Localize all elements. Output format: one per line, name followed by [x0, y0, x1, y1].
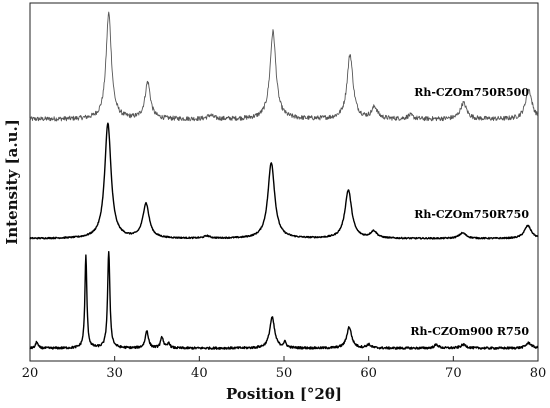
series-label-3: Rh-CZOm900 R750	[410, 325, 529, 338]
x-tick-label: 50	[276, 366, 293, 381]
x-tick-label: 60	[360, 366, 377, 381]
x-tick-label: 80	[530, 366, 547, 381]
series-line-2	[29, 122, 539, 240]
x-tick-label: 20	[22, 366, 39, 381]
series-labels: Rh-CZOm750R500 Rh-CZOm750R750 Rh-CZOm900 R…	[410, 86, 529, 338]
y-axis-title: Intensity [a.u.]	[3, 119, 21, 245]
x-axis-title: Position [°2θ]	[226, 385, 342, 403]
series-label-2: Rh-CZOm750R750	[414, 208, 529, 221]
x-axis-ticks: 20 30 40 50 60 70 80	[22, 356, 547, 381]
x-tick-label: 70	[445, 366, 462, 381]
series-line-3	[29, 250, 539, 350]
series-label-1: Rh-CZOm750R500	[414, 86, 529, 99]
x-tick-label: 40	[191, 366, 208, 381]
x-tick-label: 30	[106, 366, 123, 381]
series-layer	[29, 11, 539, 350]
series-line-1	[29, 11, 539, 122]
